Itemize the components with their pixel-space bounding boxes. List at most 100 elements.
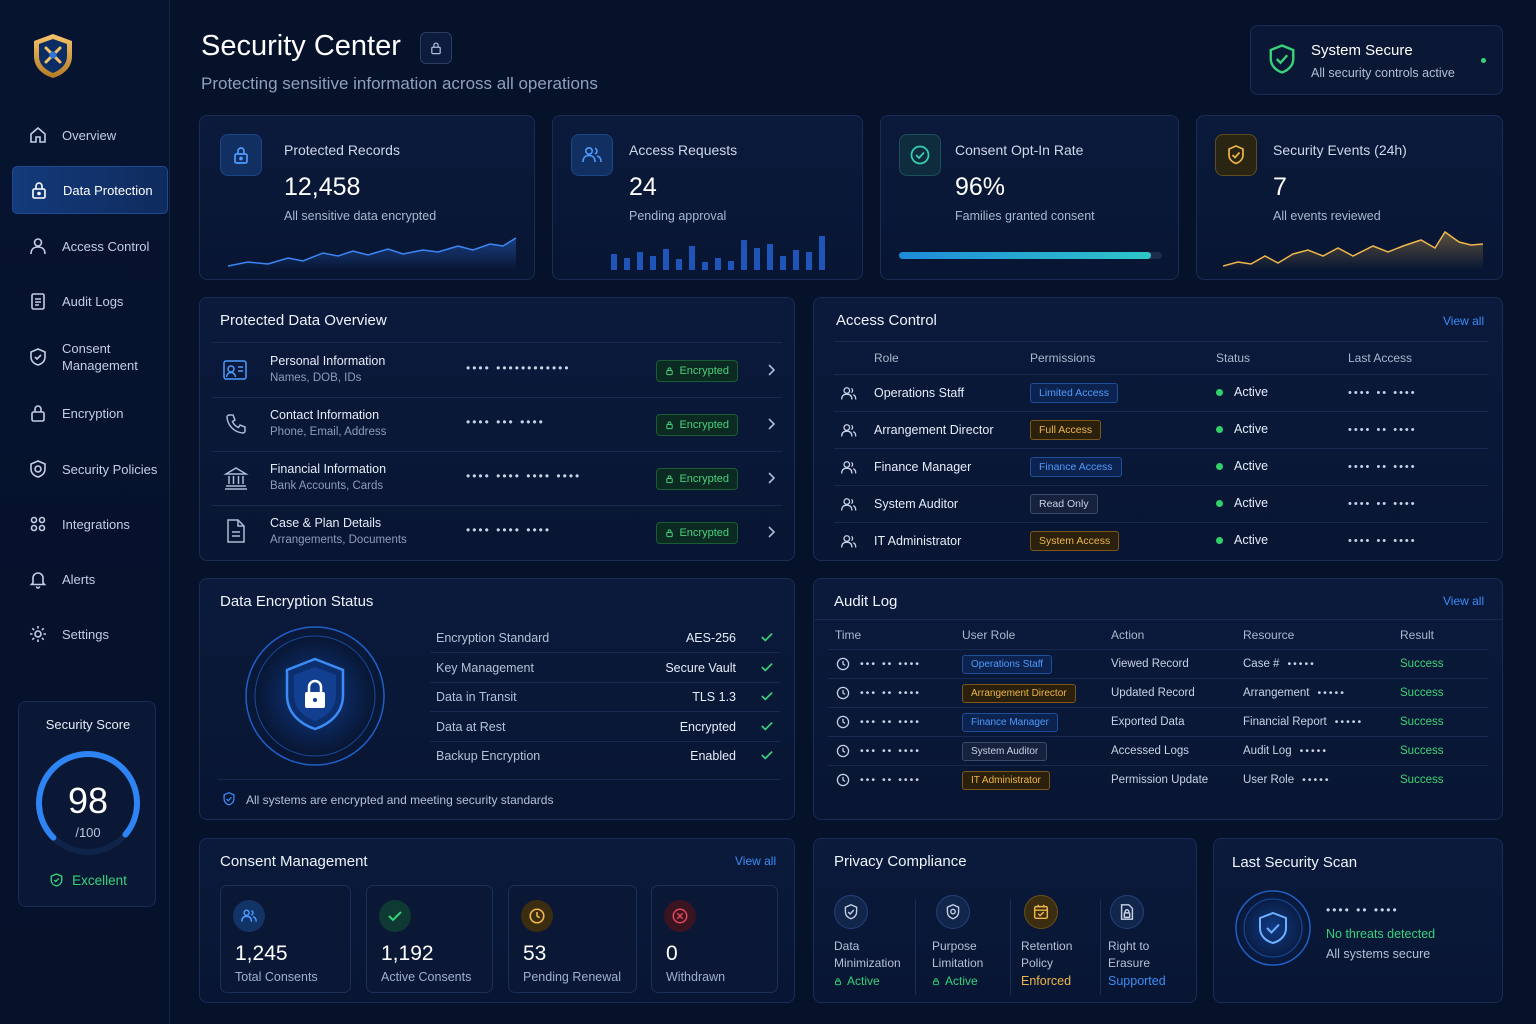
encryption-value: TLS 1.3 [692,690,736,704]
view-all-link[interactable]: View all [1443,314,1485,328]
page-subtitle: Protecting sensitive information across … [201,74,598,93]
consent-stat-value: 0 [666,942,678,965]
user-icon [841,424,857,437]
section-title: Protected Data Overview [220,312,387,329]
encryption-label: Backup Encryption [436,749,541,763]
audit-resource-masked: ••••• [1302,774,1331,786]
section-title: Last Security Scan [1232,854,1358,871]
data-encryption-status-card: Data Encryption Status All systems are e… [199,578,795,820]
sidebar-item-overview[interactable]: Overview [12,111,168,159]
audit-log-card: Audit Log View all Time User Role Action… [813,578,1503,820]
sidebar-item-encryption[interactable]: Encryption [12,389,168,437]
audit-log-row[interactable]: ••• •• •••• Finance Manager Exported Data F… [828,708,1488,737]
encryption-label: Data in Transit [436,690,517,704]
row-detail: Bank Accounts, Cards [270,480,384,492]
protected-data-row-financial[interactable]: Financial Information Bank Accounts, Car… [200,452,794,505]
stat-title: Consent Opt-In Rate [955,142,1084,158]
shield-check-icon [223,792,235,806]
user-role-badge: Operations Staff [962,655,1053,674]
sidebar-item-security-policies[interactable]: Security Policies [12,445,168,493]
privacy-item-status: Supported [1108,974,1166,988]
privacy-item-status: Active [945,974,978,988]
stat-card-security-events: Security Events (24h) 7 All events revie… [1196,115,1503,280]
users-icon [582,146,602,163]
protected-data-row-contact[interactable]: Contact Information Phone, Email, Addres… [200,398,794,451]
user-icon [841,461,857,474]
security-score-rating: Excellent [72,872,127,888]
stat-title: Protected Records [284,142,400,158]
sidebar-item-label: Consent Management [62,341,138,373]
access-control-row[interactable]: System Auditor Read Only Active •••• •• •••… [834,486,1488,523]
phone-icon [226,414,246,434]
column-header: Result [1400,628,1435,642]
encrypted-badge: Encrypted [656,522,738,544]
audit-resource: Audit Log [1243,745,1292,757]
shield-check-icon [1228,145,1244,165]
audit-log-row[interactable]: ••• •• •••• System Auditor Accessed Logs Au… [828,737,1488,766]
access-control-row[interactable]: Operations Staff Limited Access Active ••••… [834,375,1488,412]
shield-check-icon [1269,44,1295,74]
bank-icon [223,467,249,490]
stat-caption: All events reviewed [1273,209,1381,223]
encryption-row: Encryption Standard AES-256 [430,623,780,653]
protected-data-row-case-plan[interactable]: Case & Plan Details Arrangements, Docume… [200,506,794,559]
user-role-badge: System Auditor [962,742,1048,761]
access-control-card: Access Control View all Role Permissions… [813,297,1503,561]
user-icon [841,535,857,548]
row-name: Contact Information [270,408,380,422]
sidebar-item-audit-logs[interactable]: Audit Logs [12,277,168,325]
consent-stat-total[interactable]: 1,245 Total Consents [220,885,351,993]
sidebar-item-label: Security Policies [62,461,158,477]
check-icon [761,632,773,642]
consent-stat-label: Active Consents [381,970,472,984]
privacy-item-label: Right to Erasure [1108,939,1151,970]
protected-data-row-personal[interactable]: Personal Information Names, DOB, IDs •••… [200,344,794,397]
lock-button[interactable] [420,32,452,64]
lock-icon [666,529,674,538]
clock-icon [836,657,850,671]
view-all-link[interactable]: View all [1443,594,1485,608]
consent-stat-pending[interactable]: 53 Pending Renewal [508,885,637,993]
access-control-row[interactable]: Arrangement Director Full Access Active •••… [834,412,1488,449]
row-detail: Names, DOB, IDs [270,372,362,384]
access-control-row[interactable]: Finance Manager Finance Access Active •••• … [834,449,1488,486]
audit-log-row[interactable]: ••• •• •••• Operations Staff Viewed Record… [828,650,1488,679]
audit-time-masked: ••• •• •••• [860,745,921,757]
encryption-row: Data at Rest Encrypted [430,712,780,742]
privacy-item-status: Enforced [1021,974,1072,988]
encrypted-badge: Encrypted [656,360,738,382]
status-dot [1216,536,1223,544]
chevron-right-icon[interactable] [766,363,776,377]
sidebar-item-settings[interactable]: Settings [12,610,168,658]
consent-progress-fill [899,252,1152,259]
id-card-icon [223,360,247,380]
check-icon [761,662,773,672]
chevron-right-icon[interactable] [766,417,776,431]
status-text: Active [1234,422,1269,436]
clock-icon [836,686,850,700]
section-title: Consent Management [220,853,368,870]
sidebar-item-integrations[interactable]: Integrations [12,500,168,548]
consent-stat-active[interactable]: 1,192 Active Consents [366,885,493,993]
row-name: Personal Information [270,354,386,368]
sidebar-item-alerts[interactable]: Alerts [12,555,168,603]
last-security-scan-card: Last Security Scan •••• •• •••• No threa… [1213,838,1503,1003]
sidebar-item-consent-management[interactable]: Consent Management [12,333,168,381]
encryption-row: Backup Encryption Enabled [430,741,780,770]
audit-log-row[interactable]: ••• •• •••• Arrangement Director Updated R… [828,679,1488,708]
user-icon [841,498,857,511]
consent-stat-withdrawn[interactable]: 0 Withdrawn [651,885,778,993]
audit-resource: Case # [1243,658,1280,670]
access-control-row[interactable]: IT Administrator System Access Active •••• … [834,523,1488,560]
audit-log-row[interactable]: ••• •• •••• IT Administrator Permission Up… [828,766,1488,795]
scan-note: All systems secure [1326,947,1431,961]
audit-result: Success [1400,745,1444,757]
privacy-compliance-card: Privacy Compliance Data Minimization Act… [813,838,1197,1003]
chevron-right-icon[interactable] [766,471,776,485]
sidebar-item-access-control[interactable]: Access Control [12,222,168,270]
chevron-right-icon[interactable] [766,525,776,539]
view-all-link[interactable]: View all [735,854,777,868]
sidebar-item-data-protection[interactable]: Data Protection [12,166,168,214]
check-icon [761,750,773,760]
row-name: Case & Plan Details [270,516,382,530]
